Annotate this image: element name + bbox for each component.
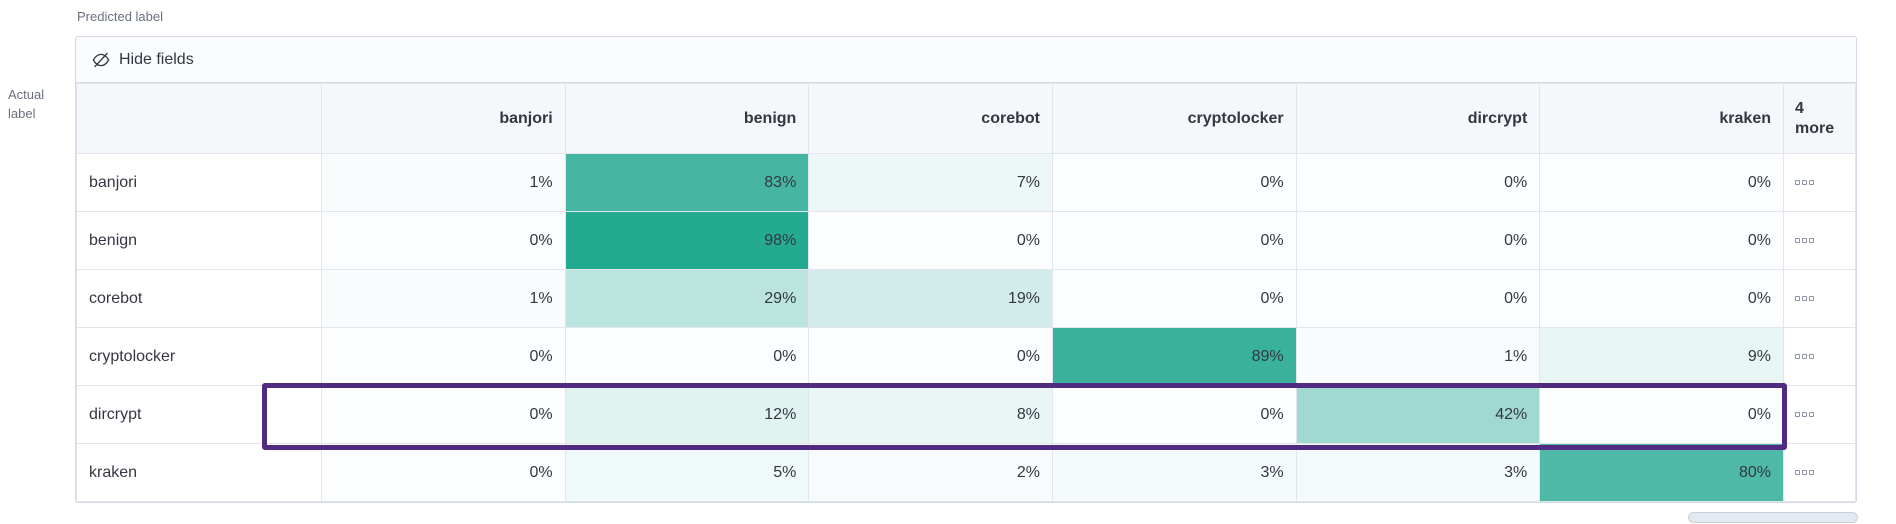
row-label-cryptolocker: cryptolocker — [76, 327, 322, 386]
cell-cryptolocker-kraken[interactable]: 9% — [1539, 327, 1784, 386]
cell-corebot-benign[interactable]: 29% — [564, 269, 810, 328]
cell-corebot-banjori[interactable]: 1% — [321, 269, 566, 328]
ellipsis-boxes-icon — [1795, 470, 1843, 475]
cell-kraken-dircrypt[interactable]: 3% — [1295, 443, 1541, 502]
confusion-matrix-table: banjori benign corebot cryptolocker dircrypt… — [76, 83, 1856, 502]
corner-cell — [76, 83, 322, 154]
row-more-button-kraken[interactable] — [1783, 443, 1856, 502]
cell-benign-banjori[interactable]: 0% — [321, 211, 566, 270]
table-toolbar: Hide fields — [76, 37, 1856, 83]
cell-cryptolocker-corebot[interactable]: 0% — [808, 327, 1053, 386]
row-label-corebot: corebot — [76, 269, 322, 328]
row-label-banjori: banjori — [76, 153, 322, 212]
cell-dircrypt-corebot[interactable]: 8% — [808, 385, 1053, 444]
cell-dircrypt-benign[interactable]: 12% — [564, 385, 810, 444]
predicted-axis-label: Predicted label — [77, 9, 163, 24]
cell-kraken-kraken[interactable]: 80% — [1539, 443, 1784, 502]
cell-dircrypt-banjori[interactable]: 0% — [321, 385, 566, 444]
cell-banjori-cryptolocker[interactable]: 0% — [1051, 153, 1297, 212]
col-header-corebot[interactable]: corebot — [808, 83, 1053, 154]
ellipsis-boxes-icon — [1795, 412, 1843, 417]
ellipsis-boxes-icon — [1795, 296, 1843, 301]
cell-cryptolocker-banjori[interactable]: 0% — [321, 327, 566, 386]
cell-banjori-banjori[interactable]: 1% — [321, 153, 566, 212]
cell-benign-cryptolocker[interactable]: 0% — [1051, 211, 1297, 270]
cell-benign-kraken[interactable]: 0% — [1539, 211, 1784, 270]
cell-dircrypt-dircrypt[interactable]: 42% — [1295, 385, 1541, 444]
cell-banjori-dircrypt[interactable]: 0% — [1295, 153, 1541, 212]
cell-banjori-benign[interactable]: 83% — [564, 153, 810, 212]
cell-kraken-corebot[interactable]: 2% — [808, 443, 1053, 502]
col-header-kraken[interactable]: kraken — [1539, 83, 1784, 154]
confusion-matrix-panel: Hide fields banjori benign corebot cryptolo… — [75, 36, 1857, 503]
cell-cryptolocker-benign[interactable]: 0% — [564, 327, 810, 386]
cell-benign-corebot[interactable]: 0% — [808, 211, 1053, 270]
row-more-button-cryptolocker[interactable] — [1783, 327, 1856, 386]
cell-corebot-corebot[interactable]: 19% — [808, 269, 1053, 328]
cell-kraken-cryptolocker[interactable]: 3% — [1051, 443, 1297, 502]
cell-banjori-kraken[interactable]: 0% — [1539, 153, 1784, 212]
cell-kraken-benign[interactable]: 5% — [564, 443, 810, 502]
ellipsis-boxes-icon — [1795, 180, 1843, 185]
hide-fields-button[interactable]: Hide fields — [86, 47, 200, 73]
cell-cryptolocker-dircrypt[interactable]: 1% — [1295, 327, 1541, 386]
matrix-row-benign: benign 0% 98% 0% 0% 0% 0% — [76, 211, 1856, 270]
cell-benign-benign[interactable]: 98% — [564, 211, 810, 270]
horizontal-scrollbar[interactable] — [1688, 512, 1858, 523]
cell-dircrypt-kraken[interactable]: 0% — [1539, 385, 1784, 444]
cell-dircrypt-cryptolocker[interactable]: 0% — [1051, 385, 1297, 444]
actual-axis-label-line2: label — [8, 105, 36, 121]
ellipsis-boxes-icon — [1795, 238, 1843, 243]
ellipsis-boxes-icon — [1795, 354, 1843, 359]
cell-corebot-cryptolocker[interactable]: 0% — [1051, 269, 1297, 328]
matrix-row-banjori: banjori 1% 83% 7% 0% 0% 0% — [76, 153, 1856, 212]
row-more-button-banjori[interactable] — [1783, 153, 1856, 212]
cell-corebot-dircrypt[interactable]: 0% — [1295, 269, 1541, 328]
row-label-dircrypt: dircrypt — [76, 385, 322, 444]
hide-fields-label: Hide fields — [119, 50, 194, 68]
matrix-row-cryptolocker: cryptolocker 0% 0% 0% 89% 1% 9% — [76, 327, 1856, 386]
row-more-button-dircrypt[interactable] — [1783, 385, 1856, 444]
actual-axis-label: Actual label — [8, 86, 60, 124]
cell-banjori-corebot[interactable]: 7% — [808, 153, 1053, 212]
row-more-button-corebot[interactable] — [1783, 269, 1856, 328]
eye-closed-icon — [92, 52, 110, 67]
col-header-benign[interactable]: benign — [564, 83, 810, 154]
matrix-row-dircrypt: dircrypt 0% 12% 8% 0% 42% 0% — [76, 385, 1856, 444]
cell-cryptolocker-cryptolocker[interactable]: 89% — [1051, 327, 1297, 386]
row-label-benign: benign — [76, 211, 322, 270]
col-header-banjori[interactable]: banjori — [321, 83, 566, 154]
cell-corebot-kraken[interactable]: 0% — [1539, 269, 1784, 328]
matrix-row-kraken: kraken 0% 5% 2% 3% 3% 80% — [76, 443, 1856, 502]
col-header-dircrypt[interactable]: dircrypt — [1295, 83, 1541, 154]
col-header-more[interactable]: 4 more — [1783, 83, 1856, 154]
row-more-button-benign[interactable] — [1783, 211, 1856, 270]
cell-benign-dircrypt[interactable]: 0% — [1295, 211, 1541, 270]
col-header-cryptolocker[interactable]: cryptolocker — [1051, 83, 1297, 154]
column-header-row: banjori benign corebot cryptolocker dircrypt… — [76, 83, 1856, 154]
cell-kraken-banjori[interactable]: 0% — [321, 443, 566, 502]
actual-axis-label-line1: Actual — [8, 87, 45, 102]
row-label-kraken: kraken — [76, 443, 322, 502]
matrix-row-corebot: corebot 1% 29% 19% 0% 0% 0% — [76, 269, 1856, 328]
